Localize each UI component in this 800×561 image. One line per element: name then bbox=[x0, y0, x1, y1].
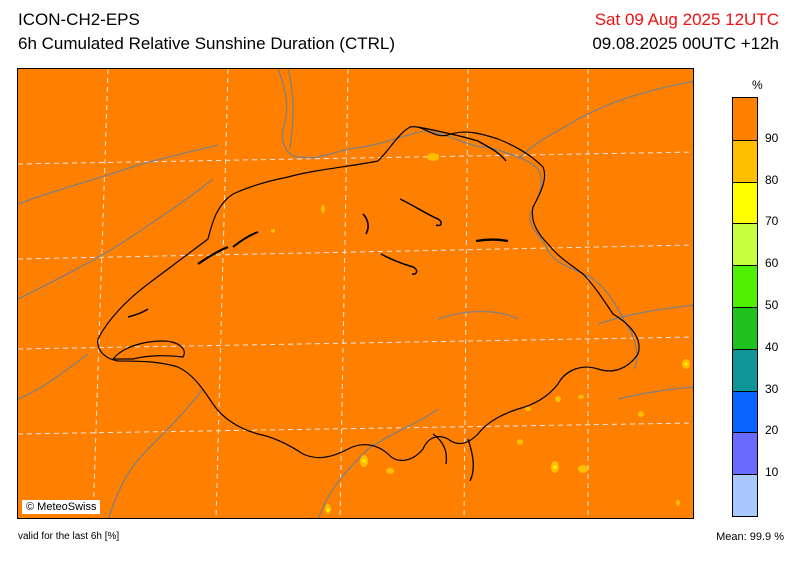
legend-swatch bbox=[733, 223, 757, 266]
valid-note: valid for the last 6h [%] bbox=[18, 531, 120, 542]
low-sunshine-dots bbox=[326, 362, 688, 512]
legend-swatch bbox=[733, 307, 757, 349]
legend-swatch bbox=[733, 390, 757, 433]
legend-tick-label: 50 bbox=[765, 298, 779, 312]
model-title: ICON-CH2-EPS bbox=[18, 10, 140, 29]
mean-value: Mean: 99.9 % bbox=[716, 531, 784, 543]
credit-label: © MeteoSwiss bbox=[22, 500, 101, 514]
legend-tick-label: 30 bbox=[765, 381, 779, 396]
sunshine-map: © MeteoSwiss bbox=[17, 68, 694, 519]
legend-swatch bbox=[733, 139, 757, 182]
country-borders bbox=[18, 69, 693, 518]
legend-tick-label: 10 bbox=[765, 465, 779, 480]
legend-tick-label: 70 bbox=[765, 214, 779, 229]
map-canvas bbox=[18, 69, 693, 518]
legend-swatch bbox=[733, 98, 757, 140]
legend-tick-label: 40 bbox=[765, 339, 779, 354]
legend-tick-label: 80 bbox=[765, 172, 779, 187]
legend-unit: % bbox=[752, 78, 763, 92]
sunshine-field bbox=[18, 69, 693, 518]
reduced-sunshine-patches bbox=[271, 153, 690, 514]
product-title: 6h Cumulated Relative Sunshine Duration … bbox=[18, 34, 396, 53]
valid-date: Sat 09 Aug 2025 12UTC bbox=[594, 10, 779, 29]
legend-tick-label: 20 bbox=[765, 423, 779, 438]
legend-swatch bbox=[733, 348, 757, 391]
legend-swatch bbox=[733, 474, 757, 516]
switzerland-outline bbox=[97, 126, 640, 482]
legend-swatch bbox=[733, 181, 757, 224]
run-info: 09.08.2025 00UTC +12h bbox=[592, 34, 779, 53]
legend-tick-label: 60 bbox=[765, 256, 779, 271]
legend-swatch bbox=[733, 265, 757, 307]
legend-swatch bbox=[733, 432, 757, 475]
legend-tick-label: 90 bbox=[765, 130, 779, 145]
lake-geneva bbox=[111, 340, 185, 360]
color-legend bbox=[732, 97, 758, 517]
